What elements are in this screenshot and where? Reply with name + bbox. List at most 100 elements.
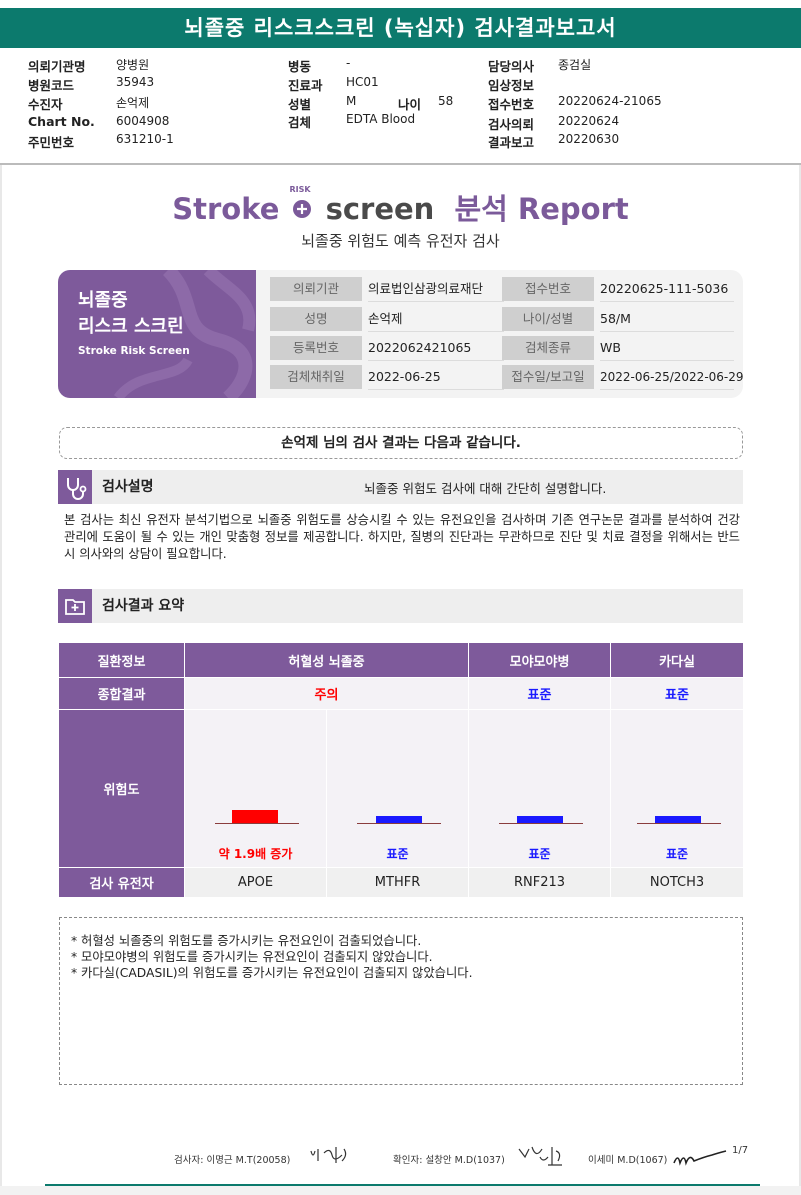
header-value: 35943: [116, 75, 155, 89]
info-label: 접수번호: [502, 277, 594, 301]
summary-result: 표준: [610, 677, 745, 710]
header-value: EDTA Blood: [346, 112, 416, 126]
medical-folder-icon: [58, 589, 92, 623]
card-title-line2: 리스크 스크린: [78, 316, 184, 337]
card-title-line1: 뇌졸중: [78, 290, 128, 311]
info-value: 2022-06-25/2022-06-29: [600, 365, 743, 390]
row-label-summary: 종합결과: [58, 677, 185, 710]
info-label: 등록번호: [270, 336, 362, 360]
table-row: 위험도 약 1.9배 증가 표준 표준 표준: [58, 709, 745, 868]
page-border-right: [799, 165, 801, 1195]
disease-header: 모야모야병: [468, 642, 612, 678]
info-value: 2022-06-25: [368, 365, 504, 390]
header-value: 20220630: [558, 132, 620, 146]
header-label: Chart No.: [28, 114, 95, 129]
header-info: 의뢰기관명 양병원 병동 - 담당의사 종검실 병원코드 35943 진료과 H…: [0, 52, 801, 162]
header-value: HC01: [346, 75, 379, 89]
gene-name: NOTCH3: [610, 867, 745, 898]
header-label: 성별: [288, 97, 312, 112]
age-label: 나이: [398, 97, 422, 112]
header-label: 담당의사: [488, 59, 535, 74]
header-label: 병동: [288, 59, 312, 74]
result-summary-table: 질환정보 허혈성 뇌졸중 모야모야병 카다실 종합결과 주의 표준 표준 위험도…: [58, 642, 745, 898]
info-label: 검체종류: [502, 336, 594, 360]
confirmer-text: 확인자: 설창안 M.D(1037): [393, 1155, 505, 1166]
age-value: 58: [438, 94, 454, 108]
header-value: 6004908: [116, 114, 170, 128]
risk-label: 표준: [528, 847, 551, 861]
header-label: 접수번호: [488, 97, 535, 112]
disease-header: 허혈성 뇌졸중: [183, 642, 470, 678]
info-label: 의뢰기관: [270, 277, 362, 301]
risk-baseline: [499, 823, 584, 824]
gene-name: APOE: [184, 867, 327, 898]
header-row: Chart No. 6004908 검체 EDTA Blood 검사의뢰 202…: [28, 112, 788, 132]
page-number: 1/7: [732, 1145, 749, 1156]
page-subtitle: 뇌졸중 위험도 예측 유전자 검사: [301, 232, 500, 250]
header-row: 의뢰기관명 양병원 병동 - 담당의사 종검실: [28, 56, 788, 74]
risk-bar: [655, 816, 702, 823]
description-paragraph: 본 검사는 최신 유전자 분석기법으로 뇌졸중 위험도를 상승시킬 수 있는 유…: [64, 513, 740, 561]
header-label: 진료과: [288, 78, 323, 93]
section-header-description: 검사설명 뇌졸중 위험도 검사에 대해 간단히 설명합니다.: [58, 470, 743, 504]
card-title-panel: 뇌졸중 리스크 스크린 Stroke Risk Screen: [58, 270, 256, 398]
info-label: 성명: [270, 307, 362, 331]
info-label: 검체채취일: [270, 365, 362, 389]
section-title: 검사결과 요약: [102, 598, 185, 614]
table-row: 종합결과 주의 표준 표준: [58, 677, 745, 710]
note-line: * 카다실(CADASIL)의 위험도를 증가시키는 유전요인이 검출되지 않았…: [71, 966, 473, 980]
logo-risk-text: RISK: [289, 185, 311, 194]
row-label-disease: 질환정보: [58, 642, 185, 678]
header-label: 수진자: [28, 97, 63, 112]
info-value: 58/M: [600, 307, 734, 332]
report-title: 뇌졸중 리스크스크린 (녹십자) 검사결과보고서: [184, 16, 617, 40]
card-pattern-icon: [113, 270, 256, 398]
info-value: 2022062421065: [368, 336, 504, 361]
header-divider: [0, 163, 801, 165]
logo-report-text: 분석 Report: [454, 192, 629, 226]
info-value: 의료법인삼광의료재단: [368, 277, 504, 302]
header-value: 20220624-21065: [558, 94, 662, 108]
doctor2-signature: [672, 1145, 728, 1172]
table-row: 질환정보 허혈성 뇌졸중 모야모야병 카다실: [58, 642, 745, 678]
header-label: 주민번호: [28, 135, 75, 150]
stroke-screen-logo: Stroke RISK screen 분석 Report: [0, 185, 801, 228]
note-line: * 모야모야병의 위험도를 증가시키는 유전요인이 검출되지 않았습니다.: [71, 950, 433, 964]
header-value: 손억제: [116, 96, 150, 110]
header-value: 종검실: [558, 58, 592, 72]
header-label: 임상정보: [488, 78, 535, 93]
result-notes-box: * 허혈성 뇌졸중의 위험도를 증가시키는 유전요인이 검출되었습니다. * 모…: [59, 917, 743, 1085]
patient-info-card: 뇌졸중 리스크 스크린 Stroke Risk Screen 의뢰기관 의료법인삼…: [58, 270, 743, 398]
logo-risk-icon: RISK: [289, 185, 315, 220]
section-title: 검사설명: [102, 479, 154, 495]
header-value: 631210-1: [116, 132, 174, 146]
risk-label: 표준: [386, 847, 409, 861]
logo-stroke-text: Stroke: [172, 192, 280, 226]
gene-name: MTHFR: [325, 867, 470, 898]
page-border-left: [0, 165, 2, 1195]
row-label-gene: 검사 유전자: [58, 867, 185, 898]
header-label: 검체: [288, 115, 312, 130]
risk-label: 약 1.9배 증가: [218, 847, 293, 861]
row-label-risk: 위험도: [58, 709, 185, 868]
summary-result: 표준: [468, 677, 612, 710]
risk-cell: 표준: [610, 709, 745, 868]
header-row: 주민번호 631210-1 결과보고 20220630: [28, 132, 788, 150]
table-row: 검사 유전자 APOE MTHFR RNF213 NOTCH3: [58, 867, 745, 898]
result-intro-box: 손억제 님의 검사 결과는 다음과 같습니다.: [59, 427, 743, 459]
risk-bar: [517, 816, 564, 823]
doctor2-text: 이세미 M.D(1067): [588, 1155, 668, 1166]
disease-header: 카다실: [610, 642, 745, 678]
signature-footer: 검사자: 이명근 M.T(20058) 확인자: 설창안 M.D(1037) 이…: [0, 1145, 801, 1175]
card-info-row: 검체채취일 2022-06-25 접수일/보고일 2022-06-25/2022…: [270, 365, 743, 390]
result-intro-text: 손억제 님의 검사 결과는 다음과 같습니다.: [281, 435, 521, 451]
risk-cell: 표준: [468, 709, 612, 868]
risk-cell: 약 1.9배 증가: [184, 709, 327, 868]
section-header-summary: 검사결과 요약: [58, 589, 743, 623]
info-label: 나이/성별: [502, 307, 594, 331]
risk-baseline: [637, 823, 722, 824]
section-description: 뇌졸중 위험도 검사에 대해 간단히 설명합니다.: [364, 481, 607, 496]
risk-cell: 표준: [325, 709, 470, 868]
summary-result: 주의: [183, 677, 470, 710]
card-info-row: 의뢰기관 의료법인삼광의료재단 접수번호 20220625-111-5036: [270, 277, 735, 302]
